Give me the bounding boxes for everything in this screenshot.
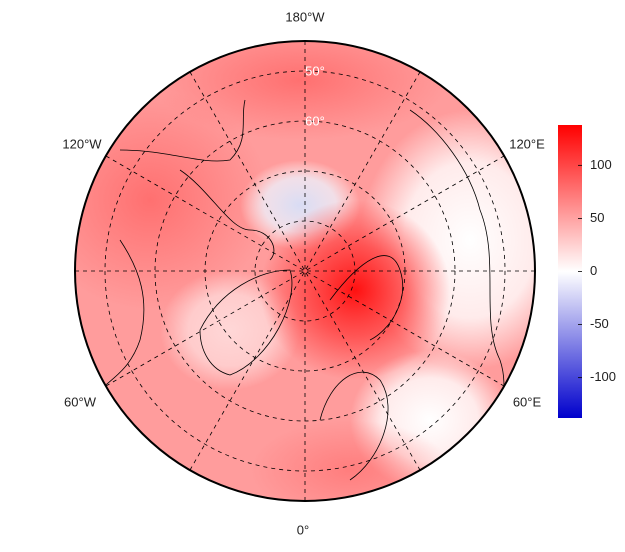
meridian-label: 0° [297,522,309,537]
meridian-label: 60°W [64,394,97,409]
latitude-label: 50° [305,63,325,78]
colorbar-tick-label: 100 [590,157,612,172]
colorbar-tick-label: -100 [590,369,616,384]
latitude-label: 60° [305,113,325,128]
meridian-label: 120°E [509,136,545,151]
meridian-label: 180°W [285,9,325,24]
graticule [75,41,535,501]
meridian-label: 60°E [513,394,542,409]
colorbar-tick-label: 50 [590,210,604,225]
colorbar-tick-label: 0 [590,263,597,278]
meridian-label: 120°W [62,136,102,151]
colorbar: 100 50 0 -50 -100 [558,125,616,418]
colorbar-tick-label: -50 [590,316,609,331]
map-border [74,40,536,502]
field [75,41,535,501]
